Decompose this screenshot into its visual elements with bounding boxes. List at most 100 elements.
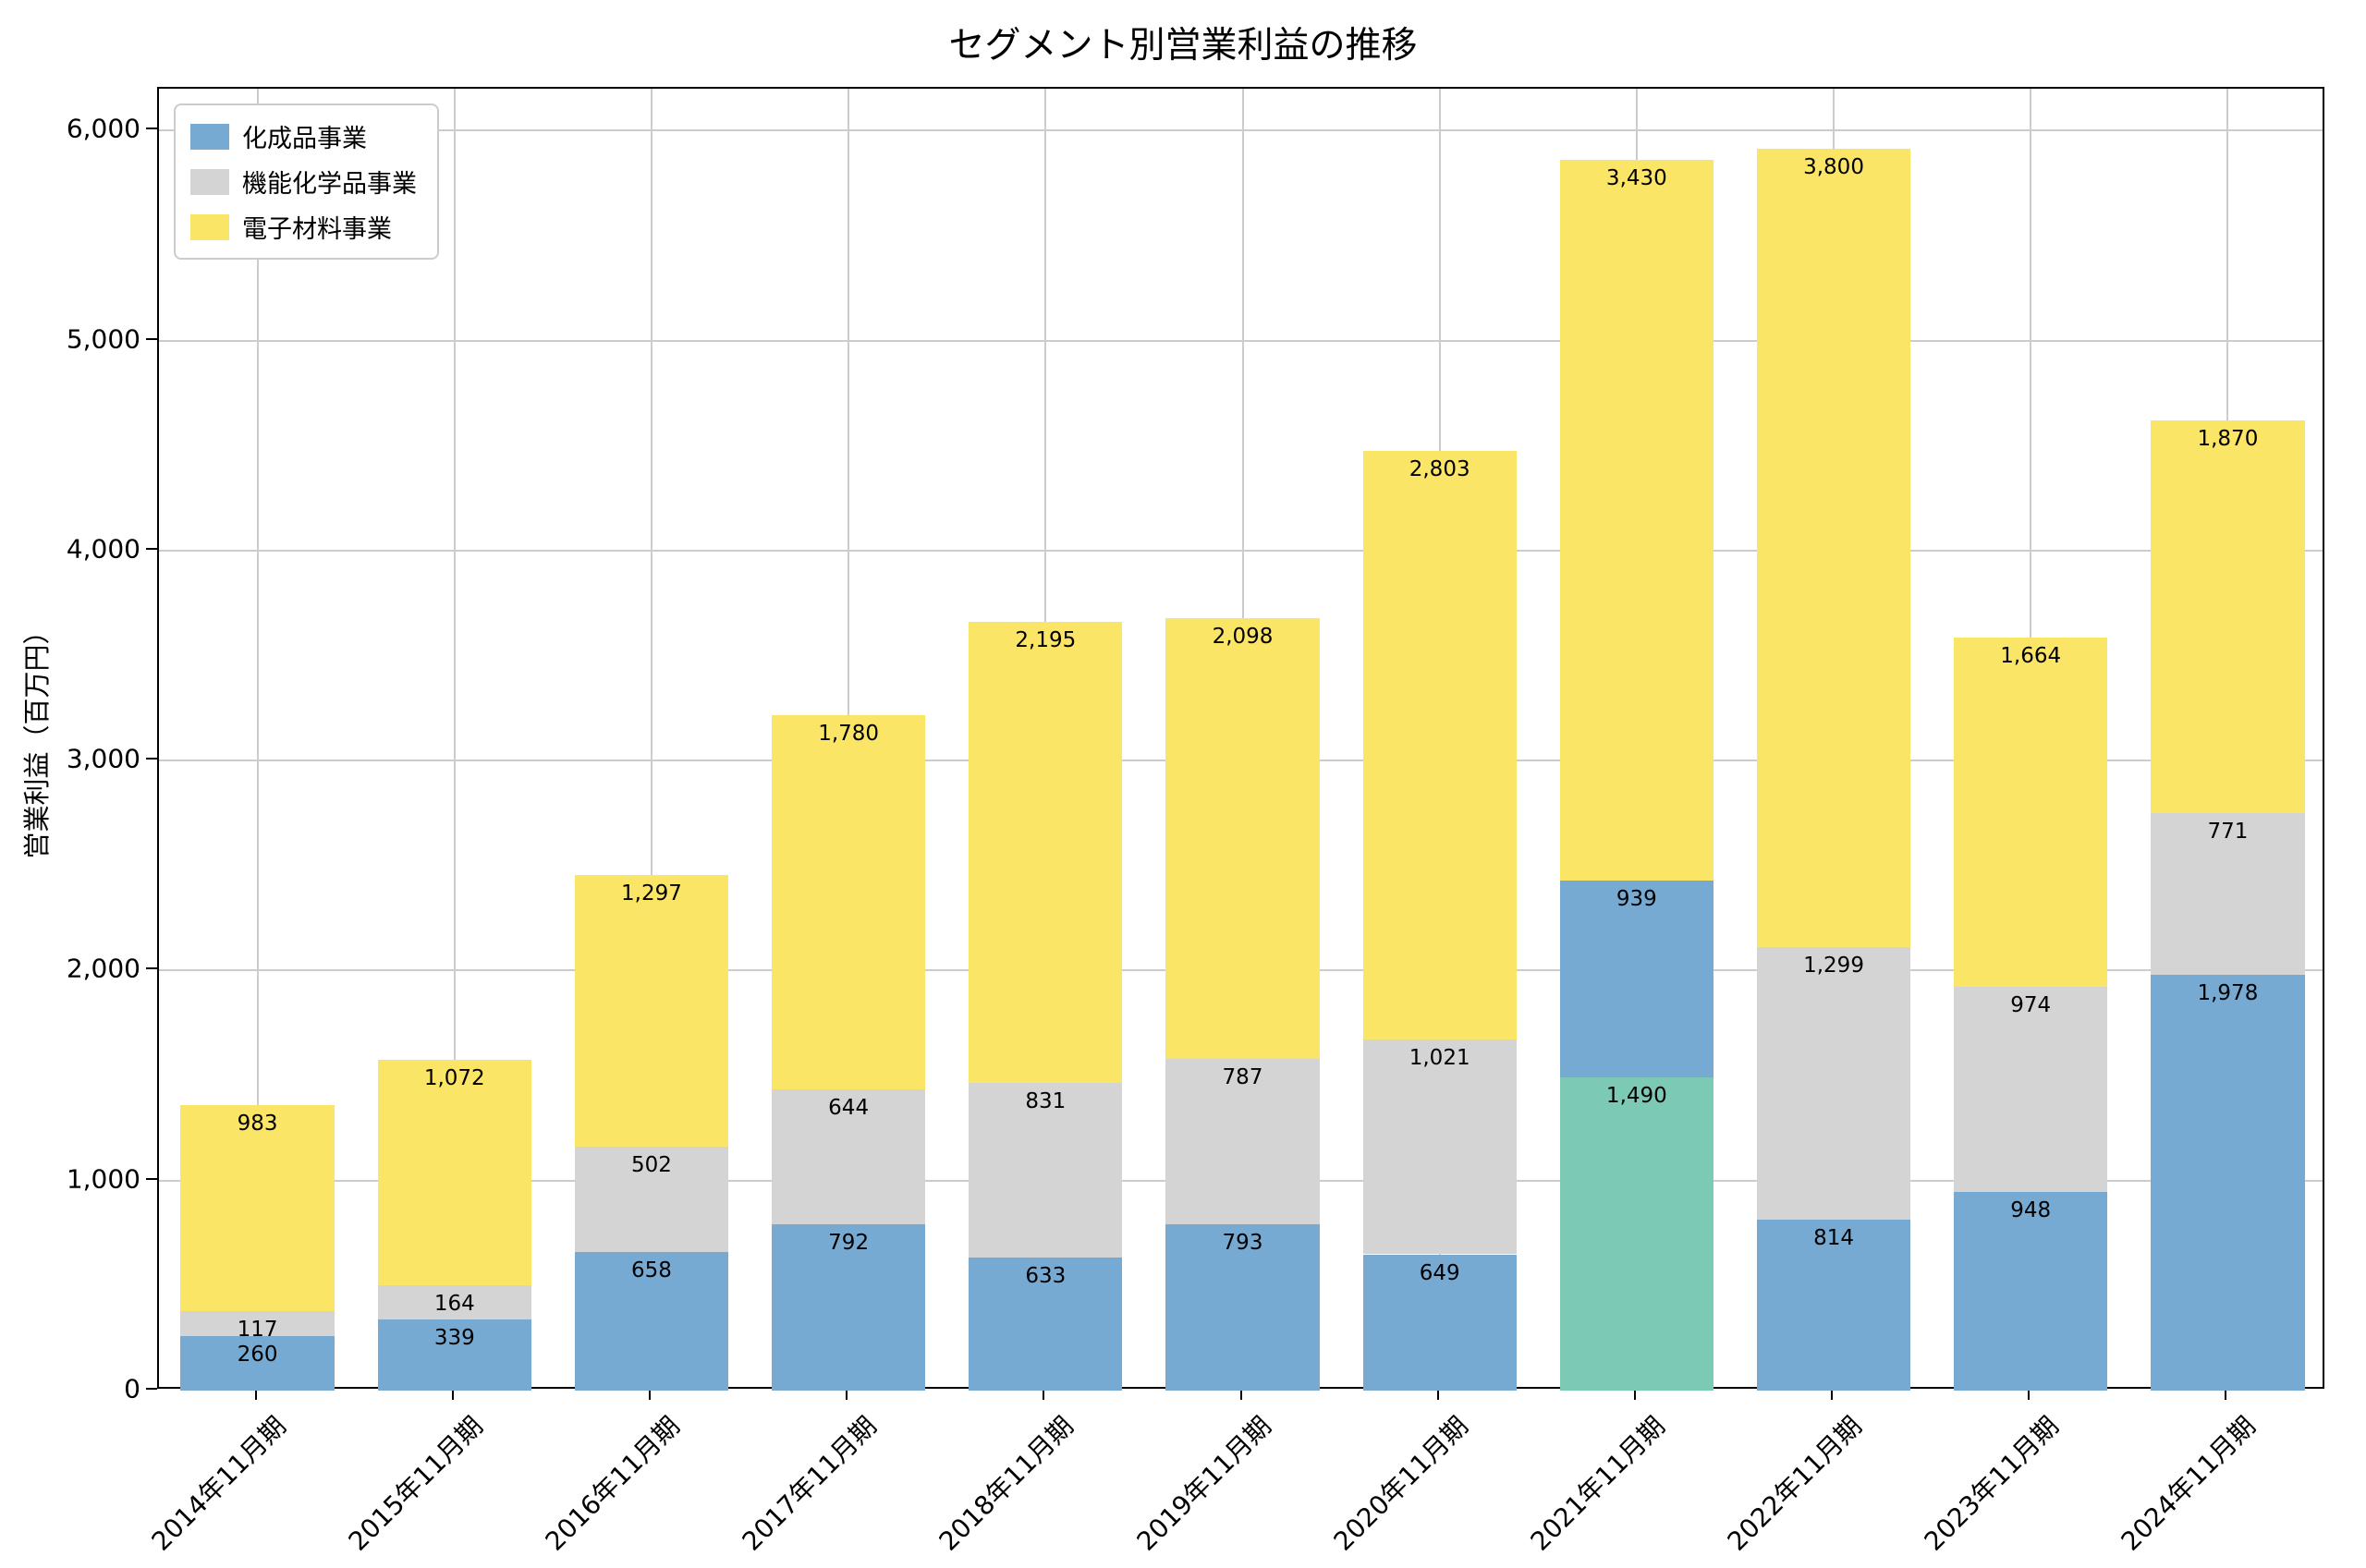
value-label: 1,978: [2197, 981, 2259, 1006]
h-gridline: [159, 339, 2323, 342]
value-label: 814: [1813, 1226, 1854, 1250]
x-tick: [254, 1389, 257, 1400]
value-label: 831: [1025, 1089, 1067, 1114]
y-tick-label: 1,000: [66, 1163, 140, 1195]
value-label: 260: [237, 1342, 278, 1367]
x-tick: [451, 1389, 454, 1400]
x-tick: [1436, 1389, 1439, 1400]
value-label: 787: [1222, 1064, 1263, 1089]
value-label: 2,195: [1015, 628, 1077, 653]
legend-label: 電子材料事業: [242, 215, 392, 244]
y-tick-label: 3,000: [66, 743, 140, 774]
bar-segment: [1362, 1039, 1517, 1255]
legend-label: 化成品事業: [242, 125, 367, 153]
value-label: 1,870: [2197, 427, 2259, 452]
x-tick: [1239, 1389, 1242, 1400]
bar-segment: [574, 874, 729, 1148]
bar-segment: [1756, 1220, 1911, 1391]
value-label: 793: [1222, 1230, 1263, 1255]
value-label: 1,299: [1803, 953, 1864, 978]
x-tick-label: 2016年11月期: [539, 1410, 686, 1557]
x-tick: [648, 1389, 651, 1400]
bar-segment: [2151, 813, 2305, 976]
x-tick-label: 2021年11月期: [1524, 1410, 1671, 1557]
value-label: 339: [433, 1325, 475, 1350]
bar-segment: [1559, 160, 1714, 881]
x-tick: [2028, 1389, 2031, 1400]
x-tick-label: 2015年11月期: [342, 1410, 489, 1557]
y-tick: [146, 967, 157, 970]
legend-label: 機能化学品事業: [242, 170, 417, 199]
x-tick: [1043, 1389, 1045, 1400]
value-label: 3,430: [1605, 166, 1667, 191]
bar-segment: [1954, 987, 2108, 1192]
legend-item: 機能化学品事業: [190, 164, 417, 200]
x-tick-label: 2022年11月期: [1721, 1410, 1868, 1557]
bar-segment: [1954, 1191, 2108, 1391]
value-label: 644: [828, 1095, 870, 1120]
value-label-layer: 260 117 983 339 164 1,072 658 502 1,297 792 644 1,7…: [159, 89, 2323, 1387]
value-label: 983: [237, 1111, 278, 1136]
bar-segment: [1559, 880, 1714, 1078]
y-tick: [146, 337, 157, 340]
y-tick: [146, 758, 157, 760]
y-tick: [146, 1388, 157, 1390]
y-tick: [146, 547, 157, 550]
legend-swatch: [190, 123, 229, 150]
bar-segment: [2151, 420, 2305, 814]
bar-segment: [1165, 1058, 1320, 1224]
bar-segment: [1756, 149, 1911, 947]
value-label: 1,490: [1605, 1084, 1667, 1109]
bar-segment: [1165, 618, 1320, 1059]
value-label: 948: [2010, 1197, 2052, 1222]
h-gridline: [159, 129, 2323, 132]
bar-segment: [180, 1311, 335, 1336]
bar-segment: [969, 622, 1123, 1084]
bar-segment: [969, 1083, 1123, 1258]
x-tick-label: 2017年11月期: [736, 1410, 883, 1557]
bar-segment: [771, 1224, 926, 1391]
bar-segment: [1362, 1254, 1517, 1391]
x-tick: [846, 1389, 848, 1400]
bar-segment: [574, 1252, 729, 1391]
y-tick-label: 0: [124, 1373, 140, 1404]
bar-segment: [771, 715, 926, 1089]
chart-title: セグメント別営業利益の推移: [948, 25, 1418, 67]
value-label: 3,800: [1803, 155, 1864, 180]
x-tick-label: 2019年11月期: [1130, 1410, 1277, 1557]
bar-segment: [1954, 638, 2108, 988]
v-gridline: [453, 89, 456, 1387]
x-tick: [1831, 1389, 1834, 1400]
y-tick-label: 2,000: [66, 953, 140, 984]
bar-segment: [771, 1088, 926, 1224]
x-tick-label: 2023年11月期: [1918, 1410, 2066, 1557]
legend-item: 電子材料事業: [190, 209, 417, 245]
bar-segment: [180, 1104, 335, 1312]
value-label: 771: [2207, 820, 2249, 845]
y-tick-label: 5,000: [66, 323, 140, 355]
plot-area: 260 117 983 339 164 1,072 658 502 1,297 792 644 1,7…: [157, 87, 2324, 1391]
bar-segment: [377, 1284, 531, 1319]
y-tick: [146, 1177, 157, 1180]
value-label: 2,098: [1212, 625, 1274, 650]
x-tick: [1633, 1389, 1636, 1400]
v-gridline: [256, 89, 259, 1387]
value-label: 792: [828, 1231, 870, 1255]
value-label: 2,803: [1409, 457, 1470, 482]
bar-segment: [1165, 1223, 1320, 1391]
x-tick-label: 2018年11月期: [933, 1410, 1080, 1557]
x-tick-label: 2014年11月期: [145, 1410, 292, 1557]
value-label: 974: [2010, 993, 2052, 1018]
bar-segment: [377, 1319, 531, 1391]
bar-segment: [180, 1335, 335, 1391]
y-tick-label: 6,000: [66, 113, 140, 144]
v-gridline: [650, 89, 652, 1387]
value-label: 649: [1419, 1260, 1460, 1285]
value-label: 1,780: [818, 722, 880, 747]
value-label: 1,072: [423, 1066, 485, 1091]
value-label: 502: [631, 1153, 672, 1178]
value-label: 633: [1025, 1264, 1067, 1289]
x-tick-label: 2020年11月期: [1327, 1410, 1474, 1557]
